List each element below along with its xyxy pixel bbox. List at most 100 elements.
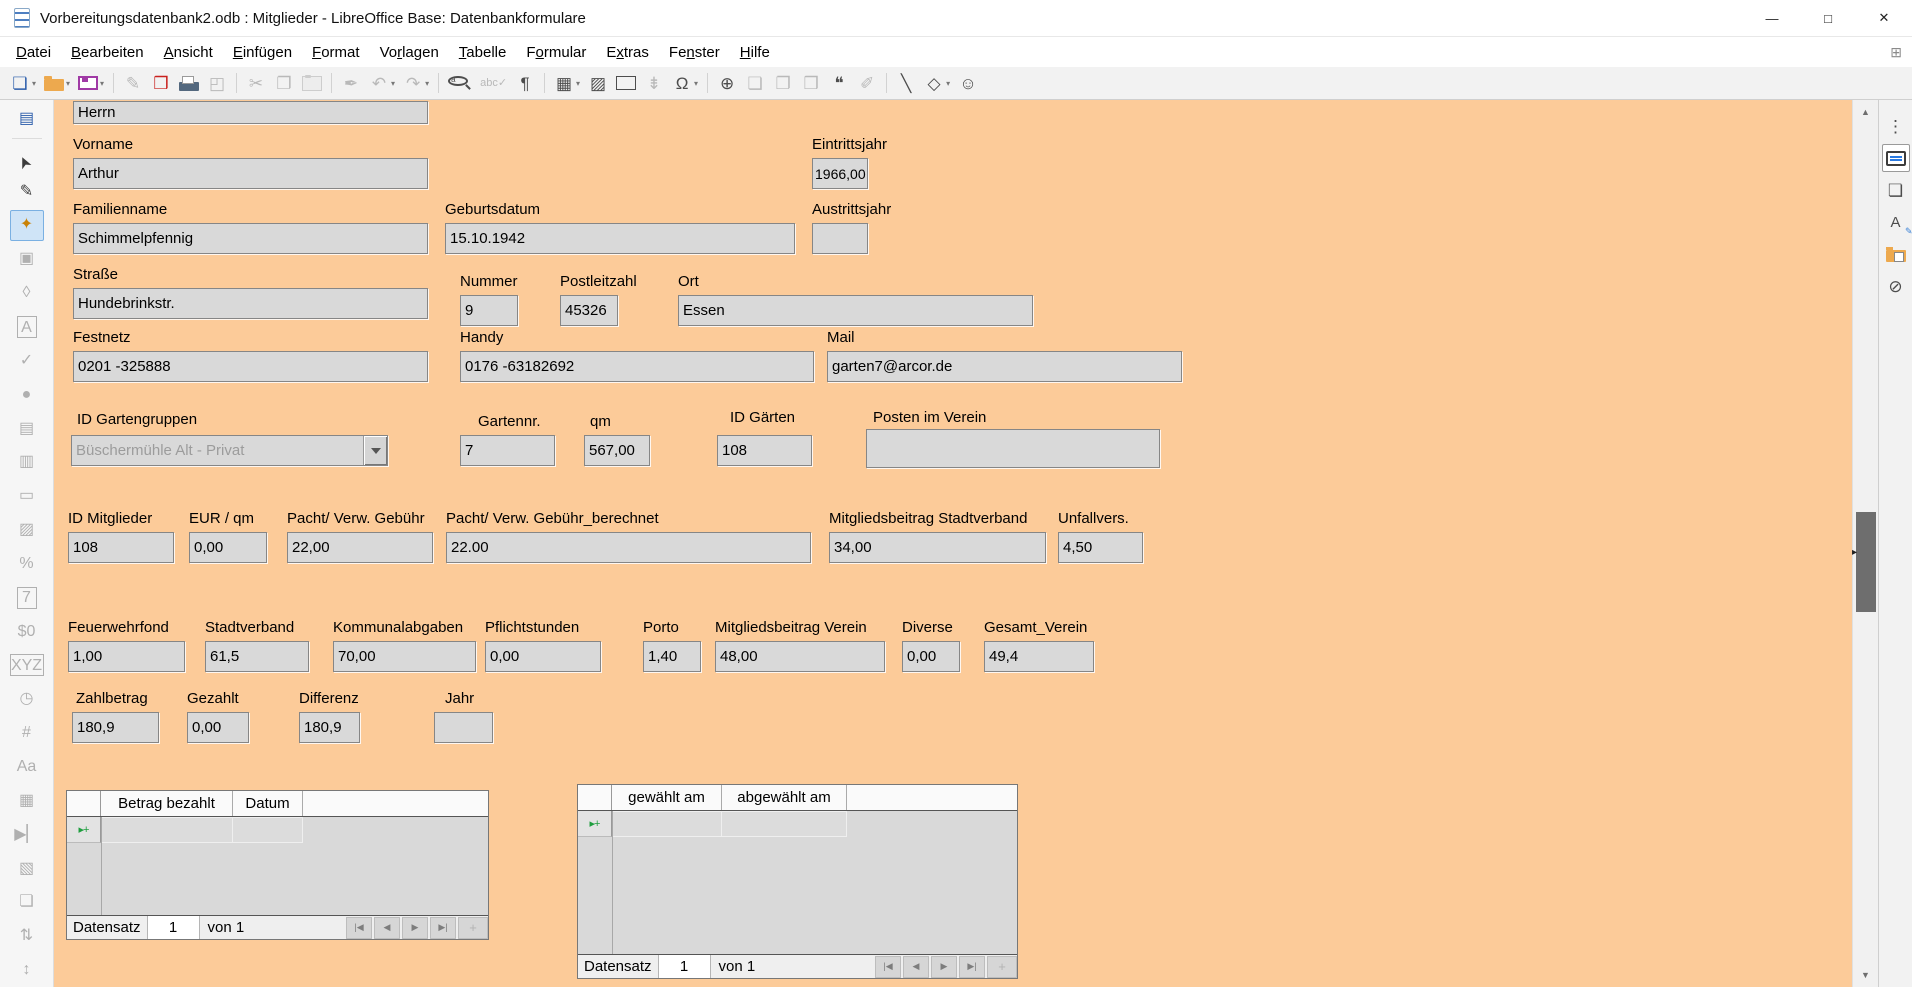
image-button-button[interactable]: ▨ — [10, 514, 44, 546]
menu-hilfe[interactable]: Hilfe — [739, 43, 770, 61]
menu-tabelle[interactable]: Tabelle — [458, 43, 507, 61]
push-button-button[interactable]: ▭ — [10, 480, 44, 512]
insert-hyperlink-button[interactable]: ⊕ — [714, 69, 740, 97]
next-record-button[interactable]: ▶ — [402, 916, 428, 939]
insert-field-button[interactable]: ❒ — [798, 69, 824, 97]
save-button[interactable]: ▾ — [75, 69, 107, 97]
familienname-input[interactable]: Schimmelpfennig — [73, 223, 428, 254]
row-header-cell[interactable] — [578, 785, 612, 810]
new-record-button[interactable]: + — [458, 916, 488, 939]
insert-line-button[interactable]: ╲ — [893, 69, 919, 97]
spin-button-button[interactable]: ⇅ — [10, 920, 44, 952]
properties-button[interactable] — [1881, 144, 1910, 172]
insert-table-button[interactable]: ▦ ▾ — [551, 69, 583, 97]
first-record-button[interactable]: |◀ — [346, 916, 372, 939]
time-field-button[interactable]: ◷ — [10, 683, 44, 715]
menu-formular[interactable]: Formular — [526, 43, 587, 61]
last-record-button[interactable]: ▶| — [959, 955, 985, 978]
check-box-button[interactable]: ✓ — [10, 345, 44, 377]
image-control-button[interactable]: ▧ — [10, 853, 44, 885]
currency-field-button[interactable]: $0 — [10, 616, 44, 648]
close-button[interactable]: ✕ — [1878, 10, 1890, 25]
undo-dropdown-arrow[interactable]: ▾ — [391, 78, 396, 88]
kommunalabgaben-input[interactable]: 70,00 — [333, 641, 476, 672]
id_gartengruppen-input[interactable]: Büschermühle Alt - Privat — [71, 435, 388, 466]
styles-button[interactable]: A — [1882, 208, 1912, 237]
austrittsjahr-input[interactable] — [812, 223, 868, 254]
id_mitglieder-input[interactable]: 108 — [68, 532, 174, 563]
jahr-input[interactable] — [434, 712, 493, 743]
basic-shapes-dropdown-arrow[interactable]: ▾ — [946, 78, 951, 88]
new-form-document-dropdown-arrow[interactable]: ▾ — [32, 78, 37, 88]
track-changes-button[interactable]: ✐ — [854, 69, 880, 97]
print-preview-button[interactable]: ◰ — [204, 69, 230, 97]
first-record-button[interactable]: |◀ — [875, 955, 901, 978]
scroll-down-arrow-icon[interactable]: ▼ — [1861, 970, 1870, 980]
mail-input[interactable]: garten7@arcor.de — [827, 351, 1182, 382]
pflichtstunden-input[interactable]: 0,00 — [485, 641, 601, 672]
postleitzahl-input[interactable]: 45326 — [560, 295, 618, 326]
file-selection-button[interactable]: ❏ — [10, 886, 44, 918]
elections-grid-body[interactable]: ▸+ — [578, 811, 1017, 954]
record-number-input[interactable]: 1 — [147, 916, 200, 939]
scrollbar-thumb[interactable] — [1856, 512, 1876, 612]
insert-footnote-button[interactable]: ❏ — [742, 69, 768, 97]
unfallvers-input[interactable]: 4,50 — [1058, 532, 1143, 563]
insert-endnote-button[interactable]: ❐ — [770, 69, 796, 97]
new-record-button[interactable]: + — [987, 955, 1017, 978]
table-row[interactable]: ▸+ — [578, 811, 1017, 837]
column-header-datum[interactable]: Datum — [233, 791, 303, 816]
insert-page-break-button[interactable]: ⇟ — [641, 69, 667, 97]
special-character-button[interactable]: Ω ▾ — [669, 69, 701, 97]
porto-input[interactable]: 1,40 — [643, 641, 701, 672]
copy-button[interactable]: ❐ — [271, 69, 297, 97]
show-draw-functions-button[interactable]: ☺ — [955, 69, 981, 97]
menu-format[interactable]: Format — [312, 43, 360, 61]
record-number-input[interactable]: 1 — [658, 955, 711, 978]
menu-extras[interactable]: Extras — [606, 43, 649, 61]
combo-box-button[interactable]: ▥ — [10, 446, 44, 478]
export-pdf-button[interactable]: ❒ — [148, 69, 174, 97]
open-button[interactable]: ▾ — [41, 69, 73, 97]
previous-record-button[interactable]: ◀ — [903, 955, 929, 978]
next-record-button[interactable]: ▶ — [931, 955, 957, 978]
geburtsdatum-input[interactable]: 15.10.1942 — [445, 223, 795, 254]
insert-image-button[interactable]: ▨ — [585, 69, 611, 97]
menubar-extension-icon[interactable]: ⊞ — [1890, 43, 1902, 60]
insert-table-dropdown-arrow[interactable]: ▾ — [576, 78, 581, 88]
differenz-input[interactable]: 180,9 — [299, 712, 360, 743]
special-character-dropdown-arrow[interactable]: ▾ — [694, 78, 699, 88]
minimize-button[interactable]: — — [1765, 10, 1779, 26]
diverse-input[interactable]: 0,00 — [902, 641, 960, 672]
open-dropdown-arrow[interactable]: ▾ — [66, 78, 71, 88]
stadtverband-input[interactable]: 61,5 — [205, 641, 309, 672]
label-field-button[interactable]: ◊ — [10, 277, 44, 309]
gallery-button[interactable] — [1882, 240, 1910, 268]
navigation-bar-button[interactable]: ▶▏ — [10, 819, 44, 851]
pacht_verw_gebuehr-input[interactable]: 22,00 — [287, 532, 433, 563]
payments-grid-body[interactable]: ▸+ — [67, 817, 488, 915]
gezahlt-input[interactable]: 0,00 — [187, 712, 249, 743]
pattern-field-button[interactable]: XYZ — [9, 650, 44, 682]
date-field-button[interactable]: 7 — [10, 582, 44, 614]
menu-fenster[interactable]: Fenster — [668, 43, 720, 61]
mitgliedsbeitrag_stadtverband-input[interactable]: 34,00 — [829, 532, 1046, 563]
eintrittsjahr-input[interactable]: 1966,00 — [812, 158, 868, 189]
menu-einfgen[interactable]: Einfügen — [232, 43, 293, 61]
vertical-scrollbar[interactable]: ▲ ▸ ▼ — [1852, 100, 1878, 987]
menu-datei[interactable]: Datei — [16, 43, 52, 61]
row-header-cell[interactable] — [67, 791, 101, 816]
list-box-button[interactable]: ▤ — [10, 413, 44, 445]
maximize-button[interactable]: □ — [1824, 10, 1832, 26]
sidebar-settings-button[interactable]: ⋮ — [1882, 112, 1910, 140]
page-button[interactable]: ❏ — [1882, 176, 1910, 204]
previous-record-button[interactable]: ◀ — [374, 916, 400, 939]
select-button[interactable]: ➤ — [10, 142, 44, 174]
redo-button[interactable]: ↷ ▾ — [400, 69, 432, 97]
new-row-marker-cell[interactable]: ▸+ — [578, 811, 612, 837]
edit-mode-button[interactable]: ✎ — [120, 69, 146, 97]
ort-input[interactable]: Essen — [678, 295, 1033, 326]
posten_im_verein-input[interactable] — [866, 429, 1160, 468]
clone-formatting-button[interactable]: ✒ — [338, 69, 364, 97]
eur_qm-input[interactable]: 0,00 — [189, 532, 267, 563]
